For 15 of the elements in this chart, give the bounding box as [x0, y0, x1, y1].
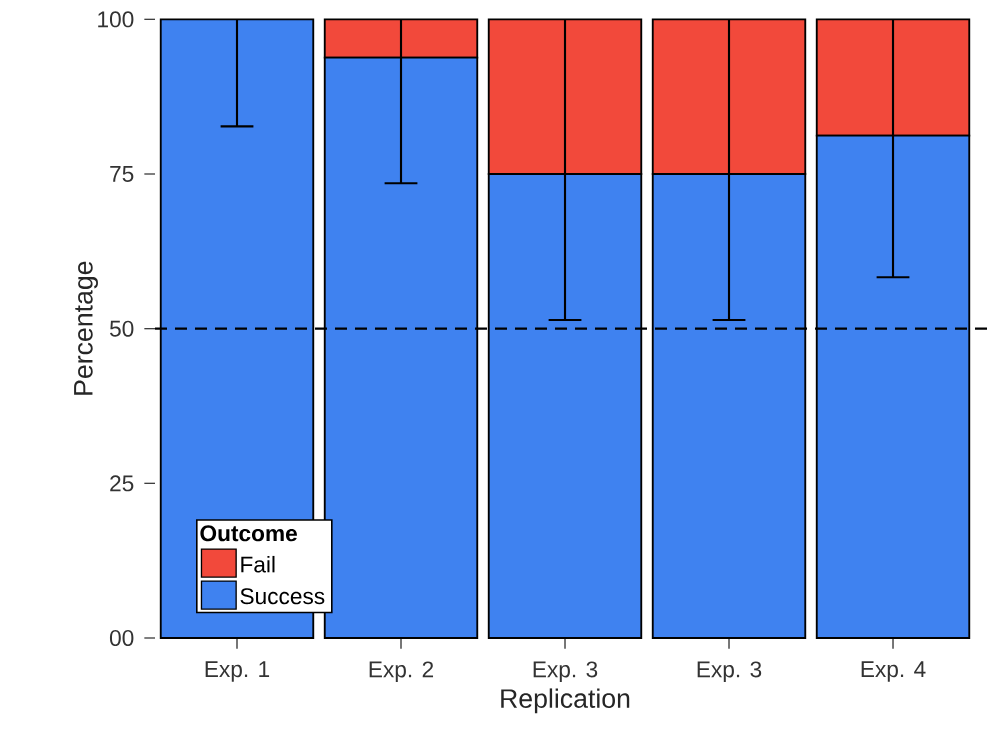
- y-axis-title: Percentage: [74, 261, 98, 395]
- x-tick-label: Exp. 1: [205, 661, 270, 682]
- legend-label: Success: [240, 588, 325, 605]
- y-tick-label: 50: [109, 320, 134, 337]
- y-tick-label: 00: [109, 629, 134, 647]
- y-tick-label: 100: [98, 11, 134, 28]
- x-tick-label: Exp. 2: [369, 661, 434, 682]
- x-tick-label: Exp. 4: [861, 661, 926, 682]
- y-tick-label: 75: [110, 166, 134, 182]
- legend-label: Fail: [241, 555, 275, 573]
- x-tick-label: Exp. 3: [697, 661, 762, 682]
- legend-title: Outcome: [200, 525, 297, 542]
- x-axis-title: Replication: [501, 688, 630, 714]
- x-tick-label: Exp. 3: [533, 661, 598, 682]
- y-tick-label: 25: [110, 475, 134, 492]
